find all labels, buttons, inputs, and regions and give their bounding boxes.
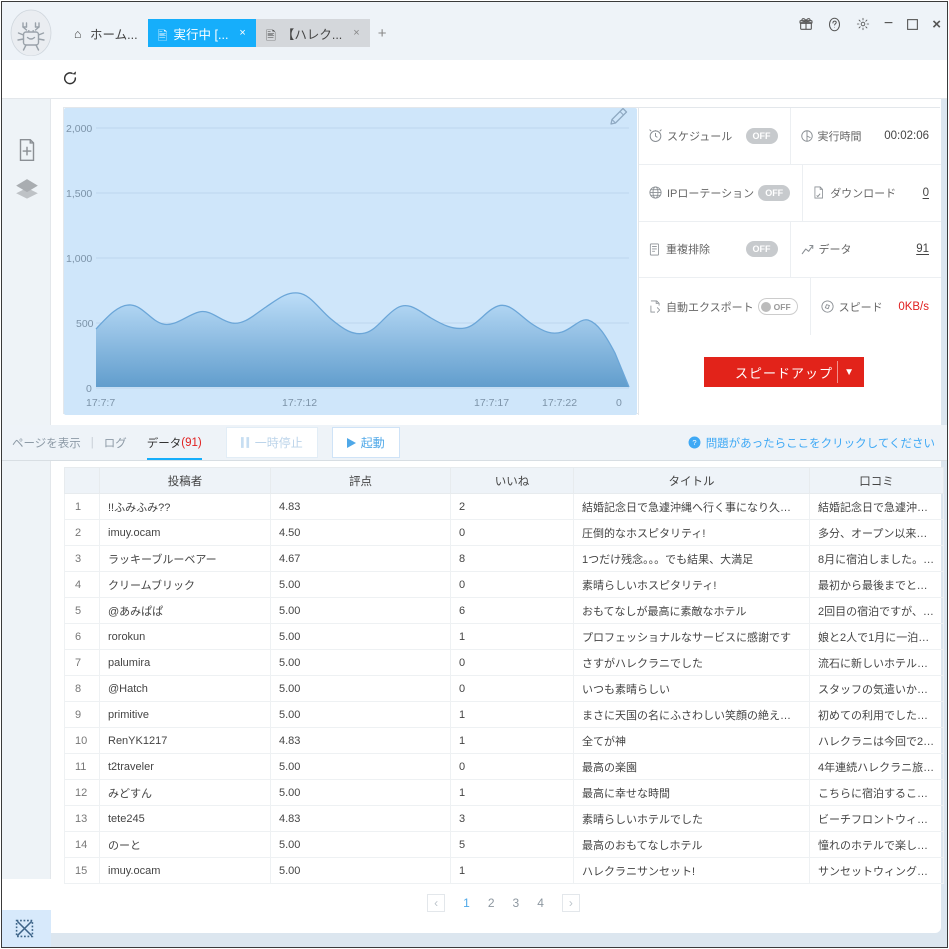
- svg-text:?: ?: [692, 438, 696, 447]
- svg-text:17:7:22: 17:7:22: [542, 397, 577, 409]
- svg-text:17:7:7: 17:7:7: [86, 397, 115, 409]
- svg-text:0: 0: [616, 397, 622, 409]
- svg-text:0: 0: [86, 383, 92, 395]
- svg-text:1,000: 1,000: [66, 253, 92, 265]
- svg-text:1,500: 1,500: [66, 188, 92, 200]
- svg-text:2,000: 2,000: [66, 123, 92, 135]
- svg-text:500: 500: [76, 318, 94, 330]
- svg-text:17:7:12: 17:7:12: [282, 397, 317, 409]
- svg-text:17:7:17: 17:7:17: [474, 397, 509, 409]
